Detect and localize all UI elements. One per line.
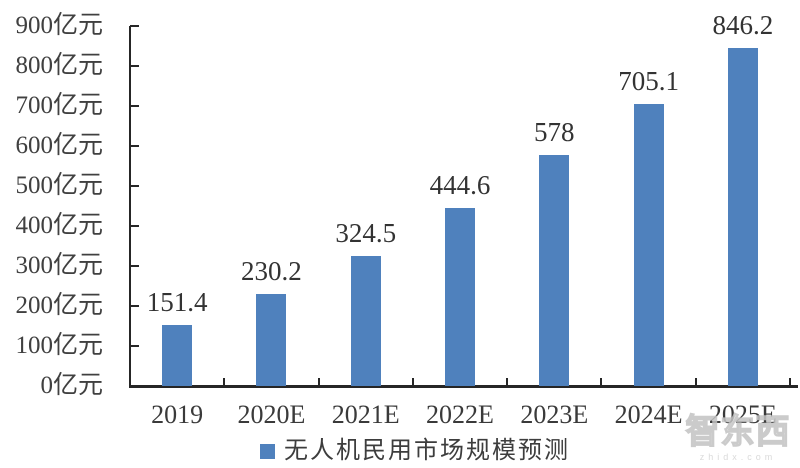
x-axis-line: [129, 385, 798, 388]
legend-marker-icon: [260, 443, 275, 459]
x-axis-tick: [223, 378, 226, 386]
y-axis-tick: [130, 185, 139, 187]
y-axis-tick-label: 400亿元: [15, 212, 103, 239]
x-axis-tick-label: 2021E: [331, 400, 400, 429]
bar: [162, 325, 193, 386]
legend-label: 无人机民用市场规模预测: [284, 438, 570, 464]
x-axis-tick: [600, 378, 603, 386]
y-axis-tick-label: 300亿元: [15, 252, 103, 279]
bar: [256, 293, 287, 386]
x-axis-tick-label: 2023E: [520, 400, 589, 429]
y-axis-tick-label: 200亿元: [15, 292, 103, 319]
x-axis-tick-label: 2019: [151, 400, 204, 429]
y-axis-tick: [130, 265, 139, 267]
bar: [350, 256, 381, 386]
bar: [633, 103, 664, 386]
bar-value-label: 578: [534, 116, 575, 147]
bar-value-label: 324.5: [335, 218, 397, 249]
x-axis-tick-label: 2024E: [614, 400, 683, 429]
y-axis-tick-label: 600亿元: [15, 132, 103, 159]
y-axis-tick-label: 800亿元: [15, 52, 103, 79]
y-axis-tick: [130, 145, 139, 147]
x-axis-tick-label: 2020E: [237, 400, 306, 429]
y-axis-tick: [130, 305, 139, 307]
x-axis-tick-label: 2022E: [426, 400, 494, 429]
bar: [539, 154, 570, 386]
y-axis-line: [129, 26, 131, 387]
bar: [445, 208, 475, 386]
legend: 无人机民用市场规模预测: [30, 438, 800, 464]
bar-value-label: 151.4: [146, 287, 208, 318]
x-axis-tick-label: 2025E: [708, 400, 777, 429]
y-axis-tick: [130, 105, 139, 107]
x-axis-tick: [789, 378, 791, 386]
x-axis-tick: [506, 378, 509, 386]
x-axis-tick: [317, 378, 320, 386]
y-axis-tick: [130, 65, 139, 67]
y-axis-tick: [130, 345, 139, 347]
x-axis-tick: [411, 378, 414, 386]
x-axis-tick: [129, 378, 131, 386]
y-axis-tick-label: 0亿元: [40, 372, 103, 399]
y-axis-tick: [130, 25, 139, 27]
y-axis-tick: [130, 225, 139, 227]
y-axis-tick-label: 700亿元: [15, 92, 103, 119]
y-axis-tick-label: 100亿元: [15, 332, 103, 359]
y-axis-tick: [130, 385, 139, 387]
bar-value-label: 846.2: [712, 9, 774, 40]
x-axis-tick: [694, 378, 697, 386]
bar-value-label: 230.2: [241, 255, 302, 286]
y-axis-tick-label: 500亿元: [15, 172, 103, 199]
bar-value-label: 705.1: [618, 65, 679, 96]
y-axis-tick-label: 900亿元: [15, 12, 103, 39]
bar-value-label: 444.6: [429, 170, 491, 201]
bar: [727, 47, 758, 386]
